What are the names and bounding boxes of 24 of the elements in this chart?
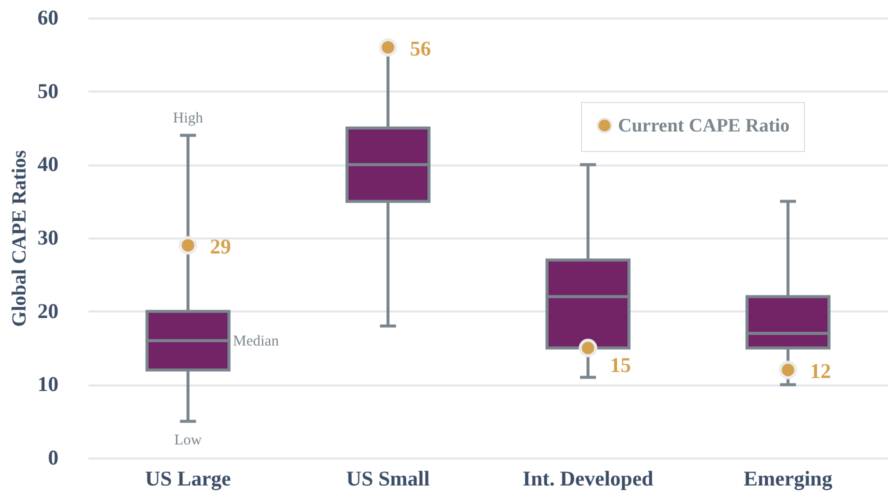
- point: [178, 236, 198, 255]
- y-tick-label: 0: [48, 446, 58, 470]
- y-tick-label: 50: [38, 78, 58, 103]
- legend-label: Current CAPE Ratio: [618, 116, 790, 136]
- y-tick-label: 60: [38, 6, 58, 30]
- data-label: 12: [810, 359, 831, 383]
- point: [778, 360, 798, 380]
- data-label: 15: [610, 353, 631, 377]
- x-tick-label: Emerging: [744, 466, 833, 490]
- data-label: 56: [410, 36, 431, 60]
- annotation: Low: [174, 432, 202, 448]
- y-tick-label: 30: [38, 226, 58, 250]
- y-tick-label: 20: [38, 298, 58, 323]
- data-label: 29: [210, 234, 231, 258]
- y-tick-label: 40: [38, 152, 58, 176]
- x-tick-label: Int. Developed: [522, 466, 654, 490]
- annotation: High: [173, 110, 204, 126]
- x-tick-label: US Large: [145, 466, 231, 490]
- point: [378, 38, 398, 57]
- x-tick-label: US Small: [346, 466, 430, 490]
- annotation: Median: [233, 334, 280, 350]
- y-tick-label: 10: [38, 372, 58, 396]
- y-axis-title: Global CAPE Ratios: [8, 150, 30, 327]
- point: [578, 338, 598, 358]
